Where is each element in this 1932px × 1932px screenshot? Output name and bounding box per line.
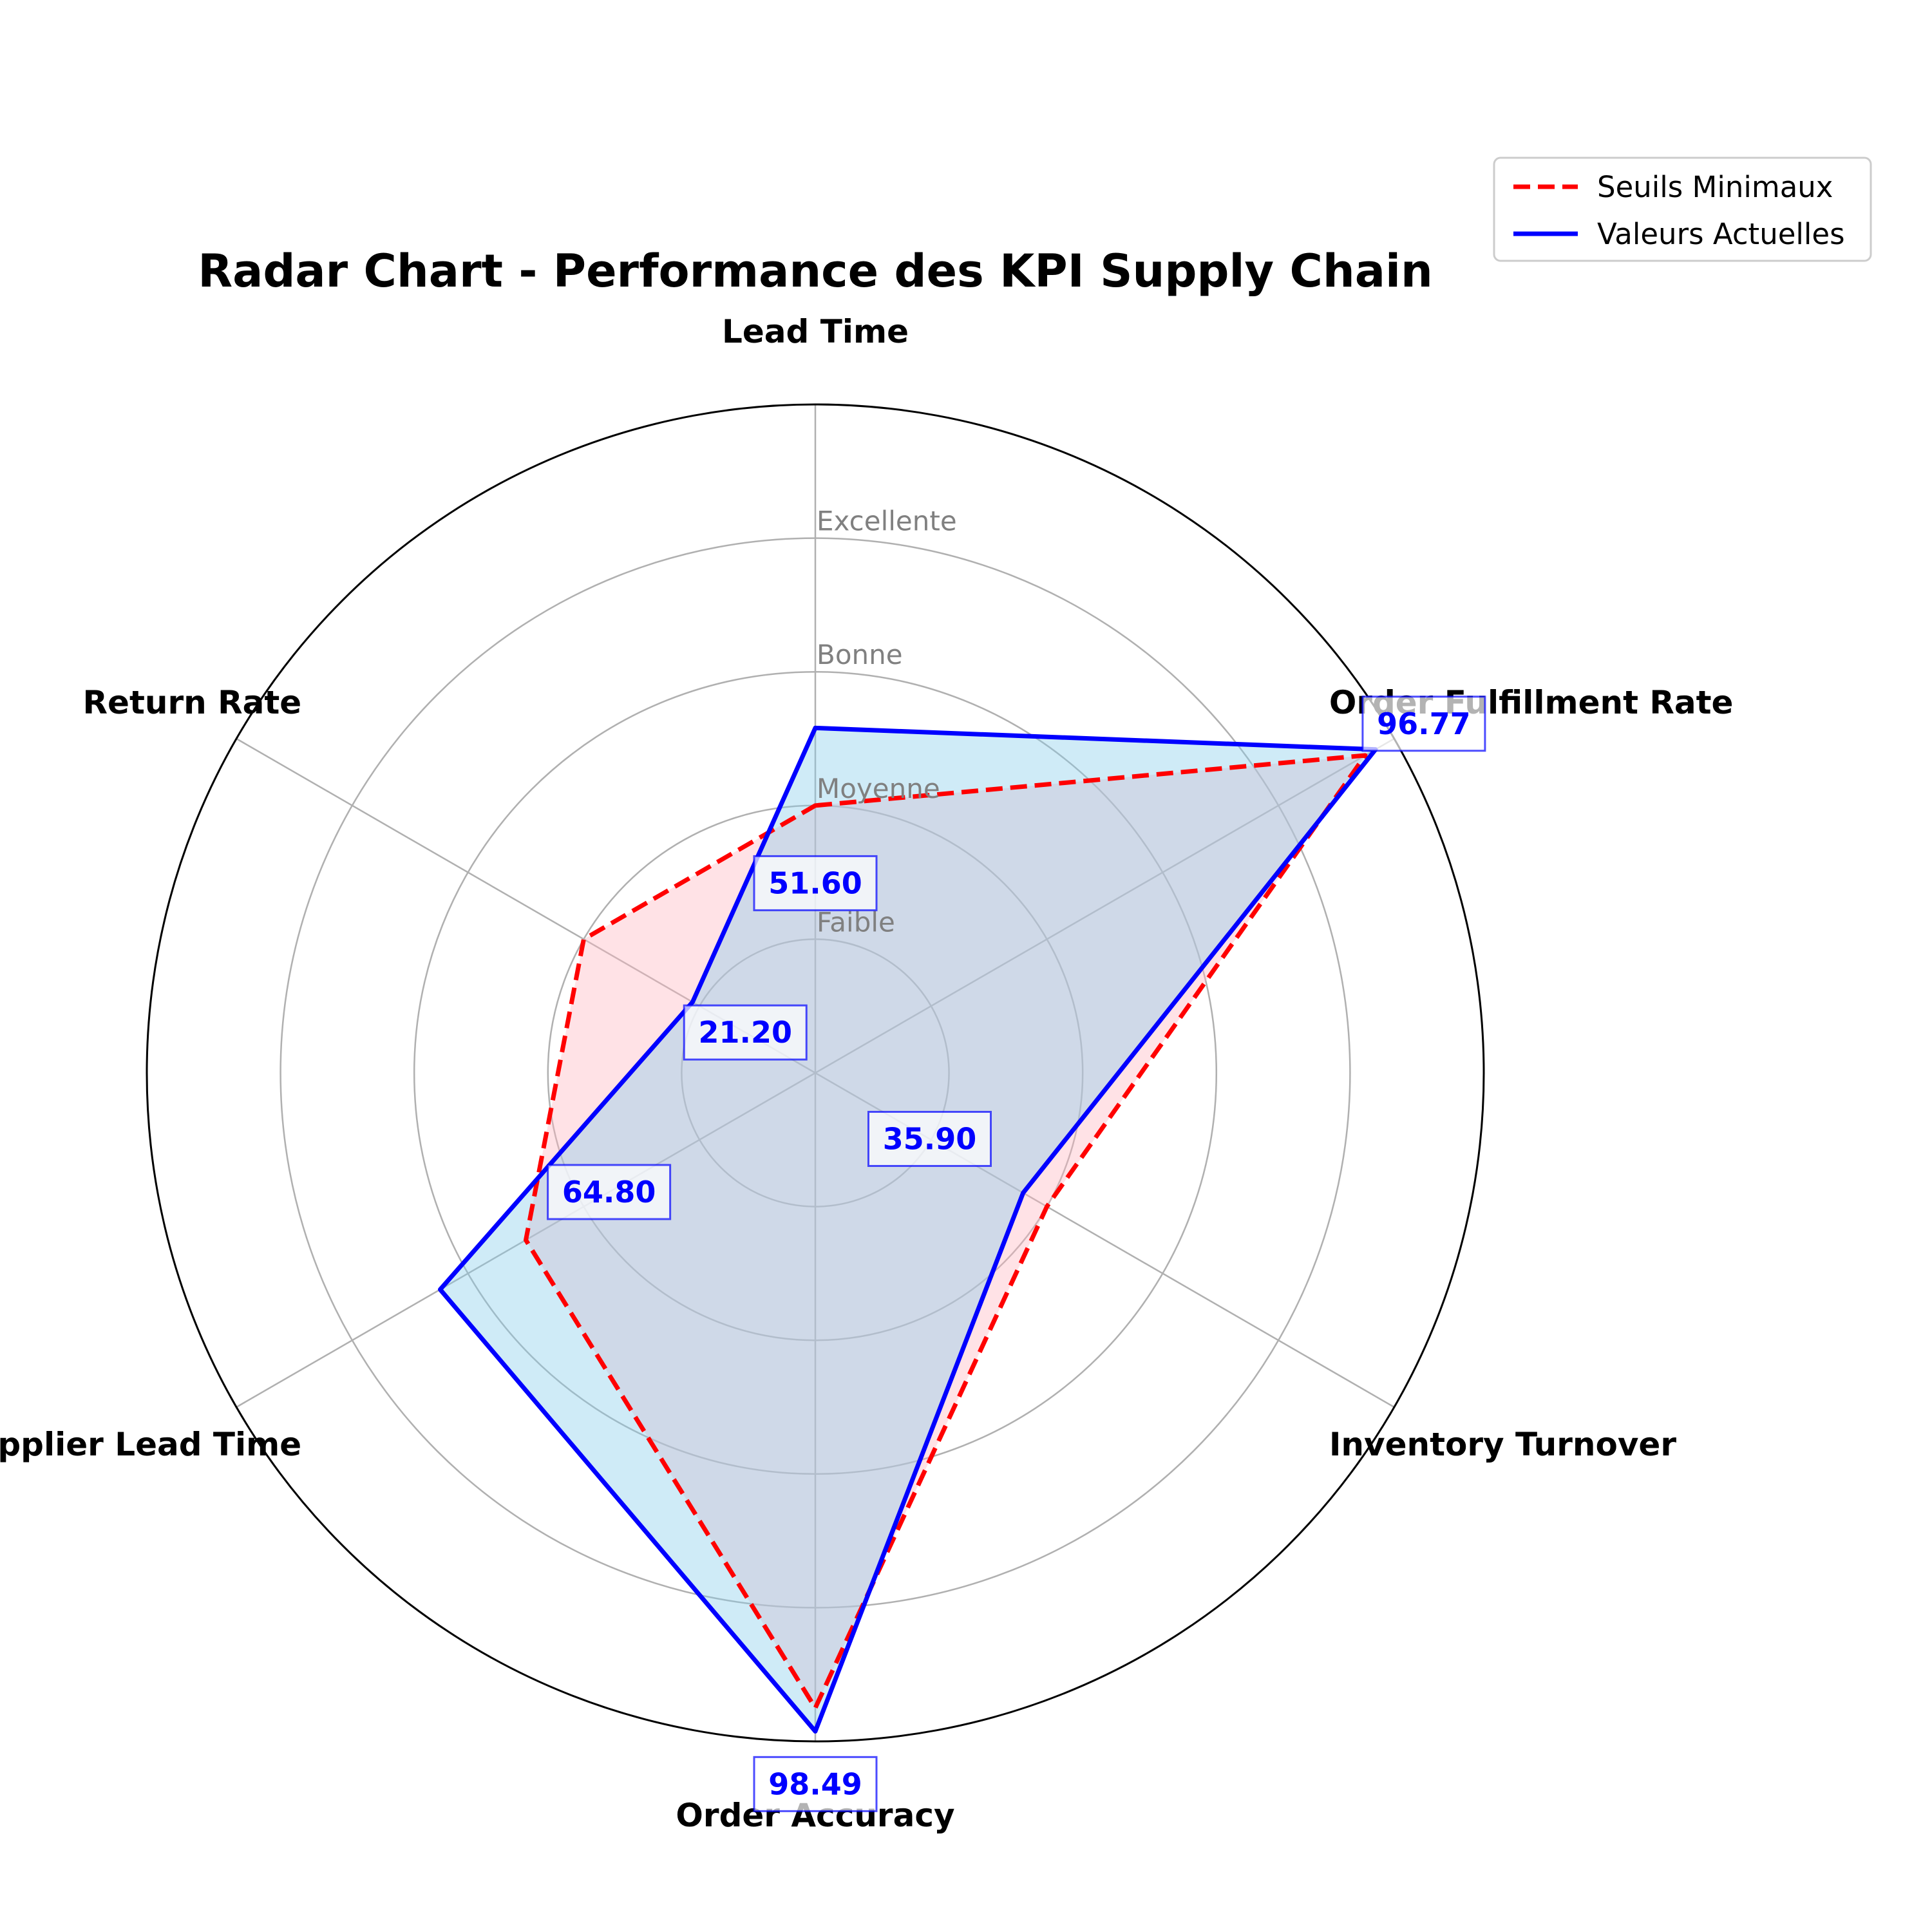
chart-title: Radar Chart - Performance des KPI Supply… [198, 245, 1433, 298]
ring-label-bonne: Bonne [817, 639, 903, 670]
value-label-box [1361, 696, 1486, 752]
category-label-return-rate: Return Rate [83, 684, 302, 721]
value-label-text: 51.60 [768, 866, 862, 900]
value-label-lead-time: 51.60 [753, 855, 878, 911]
value-label-text: 21.20 [698, 1015, 792, 1050]
legend-frame [1493, 156, 1872, 262]
value-label-order-fulfillment-rate: 96.77 [1361, 696, 1486, 752]
value-label-supplier-lead-time: 64.80 [547, 1164, 672, 1220]
value-label-inventory-turnover: 35.90 [867, 1110, 992, 1167]
ring-label-excellente: Excellente [817, 506, 957, 537]
series-fill-valeurs-actuelles [440, 728, 1376, 1732]
ring-label-moyenne: Moyenne [817, 773, 940, 804]
category-label-lead-time: Lead Time [722, 313, 909, 350]
legend-label-valeurs-actuelles: Valeurs Actuelles [1597, 217, 1845, 251]
series-fill-seuils-minimaux [526, 755, 1365, 1709]
value-label-text: 96.77 [1377, 706, 1471, 741]
value-label-return-rate: 21.20 [683, 1004, 808, 1061]
radar-series [437, 725, 1378, 1734]
spoke-order-fulfillment-rate [815, 737, 1395, 1074]
series-line-seuils-minimaux [524, 753, 1368, 1710]
value-label-box [753, 855, 878, 911]
legend: Seuils Minimaux Valeurs Actuelles [1493, 156, 1872, 262]
value-label-box [867, 1110, 992, 1167]
category-label-inventory-turnover: Inventory Turnover [1329, 1426, 1677, 1463]
value-label-box [753, 1756, 878, 1812]
value-label-box [547, 1164, 672, 1220]
legend-label-seuils-minimaux: Seuils Minimaux [1597, 170, 1833, 204]
value-label-box [683, 1004, 808, 1061]
value-label-order-accuracy: 98.49 [753, 1756, 878, 1812]
ring-label-faible: Faible [817, 906, 895, 938]
value-label-text: 64.80 [562, 1175, 656, 1209]
category-label-supplier-lead-time: Supplier Lead Time [0, 1426, 301, 1463]
value-label-text: 98.49 [768, 1766, 862, 1801]
outer-frame [146, 403, 1485, 1743]
value-label-text: 35.90 [883, 1121, 977, 1156]
